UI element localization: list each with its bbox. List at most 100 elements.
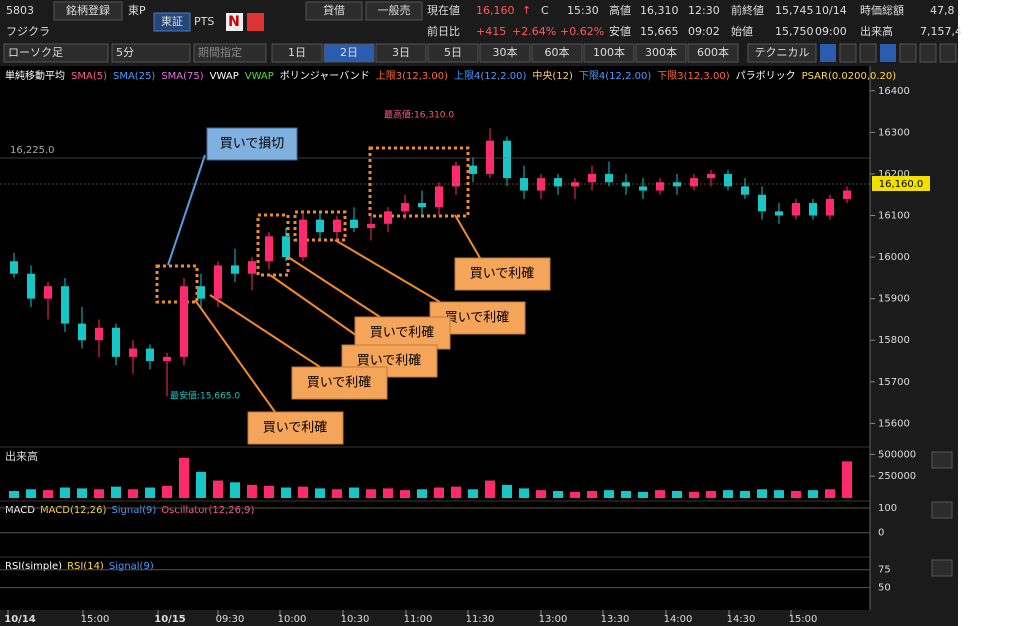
price-pane <box>0 66 870 446</box>
candle-body <box>384 211 392 224</box>
close-pane[interactable] <box>931 501 953 519</box>
candle-body <box>809 203 817 216</box>
exchange[interactable]: 東証 <box>161 15 183 28</box>
range-button[interactable] <box>687 43 739 63</box>
range-label[interactable]: 2日 <box>340 46 358 59</box>
range-button[interactable] <box>375 43 427 63</box>
icon[interactable] <box>899 43 917 63</box>
candle-body <box>724 173 732 187</box>
range-label[interactable]: 30本 <box>493 45 518 59</box>
legend-entry: PSAR(0.0200,0.20) <box>802 71 897 82</box>
range-button[interactable] <box>479 43 531 63</box>
close-pane[interactable] <box>931 559 953 577</box>
range-button[interactable] <box>531 43 583 63</box>
general-button[interactable] <box>365 1 423 21</box>
candle-body <box>792 203 800 216</box>
volume-bar <box>213 480 223 498</box>
volume-bar <box>26 489 36 498</box>
icon[interactable] <box>919 43 937 63</box>
general[interactable]: 一般売 <box>378 4 411 17</box>
volume-bar <box>621 491 631 498</box>
exchange-tab[interactable] <box>153 12 191 32</box>
legend-entry: SMA(25) <box>113 71 155 82</box>
ref-price: 16,225.0 <box>10 145 55 156</box>
volume-bar <box>502 484 512 498</box>
leader <box>284 254 381 318</box>
range-label[interactable]: 60本 <box>545 45 570 59</box>
range-button[interactable] <box>583 43 635 63</box>
market: 東P <box>128 4 146 17</box>
icon[interactable] <box>839 43 857 63</box>
time-label: 09:30 <box>216 614 245 625</box>
news[interactable]: N <box>228 14 240 30</box>
candle-body <box>401 203 409 212</box>
interval[interactable]: 5分 <box>116 46 134 59</box>
change-pct: +2.64% <box>512 25 556 38</box>
range-button[interactable] <box>427 43 479 63</box>
time-label: 11:30 <box>466 614 495 625</box>
news-icon[interactable] <box>226 13 243 31</box>
y-tick-label: 50 <box>878 583 891 594</box>
margin[interactable]: 貸借 <box>323 3 345 17</box>
volume-bar <box>808 490 818 498</box>
range-label[interactable]: 3日 <box>392 46 410 59</box>
volume-bar <box>145 487 155 498</box>
volume-title: 出来高 <box>5 449 38 463</box>
close-pane[interactable] <box>931 451 953 469</box>
high-label: 高値 <box>609 3 631 17</box>
alert-icon[interactable] <box>247 13 264 31</box>
icon[interactable] <box>859 43 877 63</box>
range-button[interactable] <box>635 43 687 63</box>
volume-bar <box>9 491 19 498</box>
chart-type-select[interactable] <box>3 43 109 63</box>
icon[interactable] <box>820 44 836 62</box>
candle-body <box>741 186 749 195</box>
candle-body <box>826 198 834 216</box>
range-label[interactable]: 100本 <box>593 45 625 59</box>
volume-bar <box>553 491 563 498</box>
interval-select[interactable] <box>111 43 191 63</box>
range-label[interactable]: 1日 <box>288 46 306 59</box>
register-button[interactable] <box>53 1 123 21</box>
range-button[interactable] <box>271 43 323 63</box>
range-label[interactable]: 300本 <box>645 45 677 59</box>
cap: 47,8 <box>930 4 955 17</box>
chart-type[interactable]: ローソク足 <box>8 46 63 59</box>
time-label: 14:00 <box>664 614 693 625</box>
macd-pane <box>0 502 870 556</box>
price-label: 現在値 <box>427 4 460 17</box>
arrow: ↑ <box>522 4 531 17</box>
range-button[interactable] <box>323 43 375 63</box>
profit-box <box>247 411 344 445</box>
profit-label: 買いで利確 <box>445 310 510 326</box>
volume-bar <box>468 489 478 498</box>
pts[interactable]: PTS <box>194 15 214 28</box>
range-label[interactable]: 600本 <box>697 45 729 59</box>
leader <box>334 239 441 303</box>
prev-date: 10/14 <box>815 4 847 17</box>
time-label: 10/14 <box>4 614 36 625</box>
stop-label: 買いで損切 <box>220 137 285 152</box>
candle-body <box>418 203 426 208</box>
icon[interactable] <box>939 43 957 63</box>
technical[interactable]: テクニカル <box>755 46 810 59</box>
pane-legend: RSI(14) <box>67 561 104 572</box>
highlight <box>368 146 470 218</box>
volume-bar <box>638 491 648 498</box>
register[interactable]: 銘柄登録 <box>66 3 110 17</box>
range-label[interactable]: 5日 <box>444 46 462 59</box>
candle-body <box>435 186 443 208</box>
price: 16,160 <box>476 4 515 17</box>
last-price-box <box>872 176 930 191</box>
icon[interactable] <box>880 44 896 62</box>
margin-button[interactable] <box>305 1 363 21</box>
volume-bar <box>536 490 546 498</box>
technical-button[interactable] <box>747 43 817 63</box>
legend-entry: VWAP <box>210 71 239 82</box>
candle-body <box>265 236 273 262</box>
volume-bar <box>485 480 495 498</box>
candle-body <box>112 327 120 357</box>
volume-bar <box>230 482 240 498</box>
period[interactable]: 期間指定 <box>198 45 242 59</box>
period-select[interactable] <box>193 43 267 63</box>
